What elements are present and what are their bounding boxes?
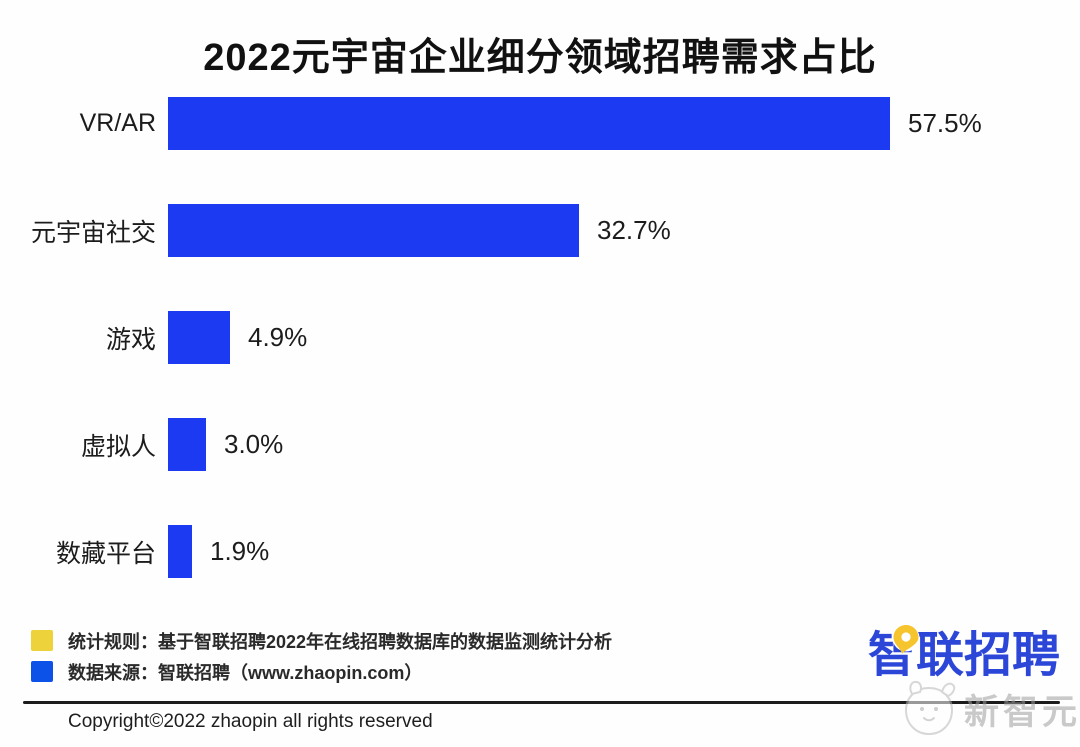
category-label: 虚拟人 xyxy=(80,432,156,461)
mascot-icon xyxy=(904,680,956,736)
legend-swatch-blue xyxy=(31,661,53,682)
bar xyxy=(168,525,192,578)
chart-title: 2022元宇宙企业细分领域招聘需求占比 xyxy=(203,37,877,79)
chart-row: 游戏 4.9% xyxy=(0,311,1080,364)
value-label: 57.5% xyxy=(908,108,982,138)
legend-row-data-source: 数据来源：智联招聘（www.zhaopin.com） xyxy=(31,660,612,683)
value-label: 4.9% xyxy=(248,322,308,352)
bar-chart: VR/AR 57.5% 元宇宙社交 32.7% 游戏 4.9% 虚拟人 3.0% 数藏平台 1.9… xyxy=(0,97,1080,632)
chart-row: VR/AR 57.5% xyxy=(0,97,1080,150)
bar xyxy=(168,418,206,471)
chart-row: 数藏平台 1.9% xyxy=(0,525,1080,578)
category-label: 数藏平台 xyxy=(55,539,156,568)
legend-label-data-source: 数据来源：智联招聘（www.zhaopin.com） xyxy=(68,662,423,683)
location-pin-icon xyxy=(892,624,920,654)
watermark-text: 新智元 xyxy=(964,692,1080,732)
legend: 统计规则：基于智联招聘2022年在线招聘数据库的数据监测统计分析 数据来源：智联… xyxy=(31,629,612,691)
watermark: 新智元 xyxy=(898,676,1080,742)
chart-row: 虚拟人 3.0% xyxy=(0,418,1080,471)
legend-label-stat-rule: 统计规则：基于智联招聘2022年在线招聘数据库的数据监测统计分析 xyxy=(68,631,613,652)
zhaopin-logo: 智联招聘 xyxy=(868,624,1060,682)
value-label: 3.0% xyxy=(224,429,284,459)
bar xyxy=(168,204,579,257)
value-label: 32.7% xyxy=(597,215,671,245)
category-label: 元宇宙社交 xyxy=(30,218,156,247)
legend-swatch-yellow xyxy=(31,630,53,651)
bar xyxy=(168,311,230,364)
category-label: 游戏 xyxy=(105,325,156,354)
category-label: VR/AR xyxy=(79,109,156,137)
footer-divider-line xyxy=(23,701,1060,704)
chart-row: 元宇宙社交 32.7% xyxy=(0,204,1080,257)
bar xyxy=(168,97,890,150)
copyright-text: Copyright©2022 zhaopin all rights reserv… xyxy=(68,711,433,732)
value-label: 1.9% xyxy=(210,536,270,566)
legend-row-stat-rule: 统计规则：基于智联招聘2022年在线招聘数据库的数据监测统计分析 xyxy=(31,629,612,652)
